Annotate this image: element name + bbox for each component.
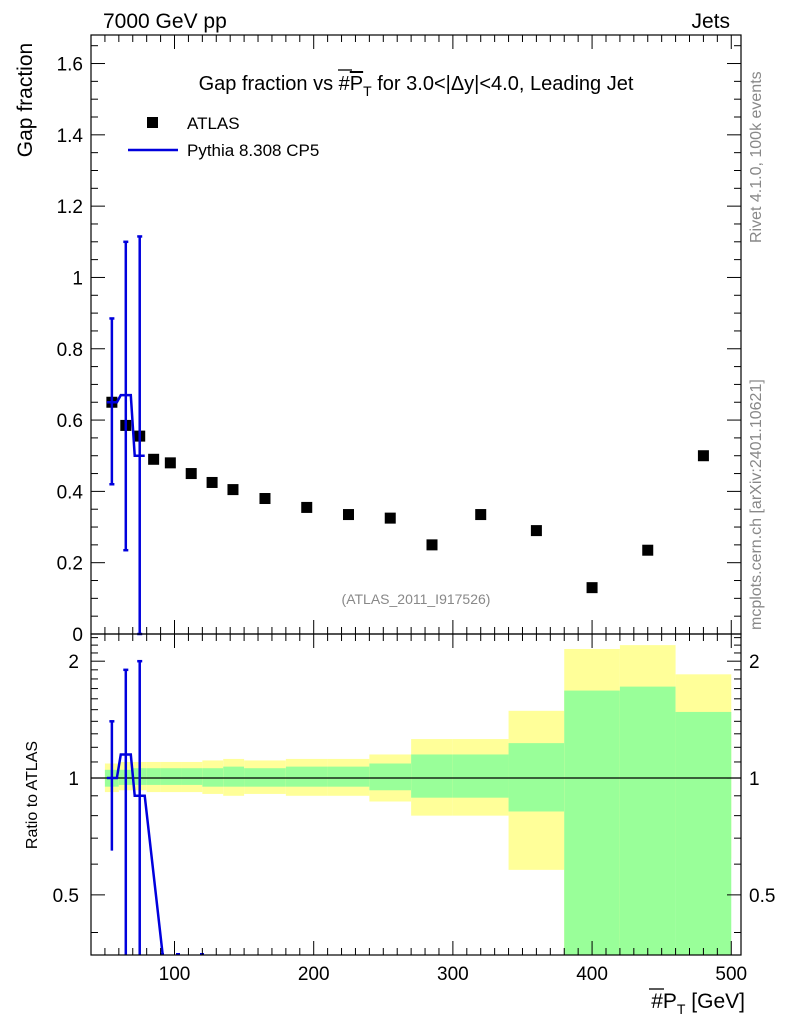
x-label-subscript: T: [677, 1001, 686, 1017]
ratio-panel: 0.5 0.5 1 1 2 2 100 200 300 400 500 Ratio to ATLAS #…: [24, 633, 775, 1017]
title-text: for 3.0<|Δy|<4.0, Leading Jet: [372, 73, 634, 95]
y-tick-label: 0: [72, 625, 83, 646]
header-energy-label: 7000 GeV pp: [103, 10, 227, 33]
legend-pythia-label: Pythia 8.308 CP5: [187, 141, 319, 160]
x-label-pt-symbol: P: [663, 990, 677, 1013]
atlas-data-point: [301, 501, 313, 513]
uncertainty-band-green: [181, 768, 203, 785]
atlas-data-point: [642, 544, 654, 556]
x-tick-label: 400: [576, 964, 608, 985]
ratio-y-tick-label: 2: [68, 652, 79, 673]
atlas-data-point: [384, 512, 396, 524]
atlas-data-point: [475, 509, 487, 521]
ratio-y-axis-label: Ratio to ATLAS: [24, 741, 41, 849]
main-panel: 0 0.2 0.4 0.6 0.8 1 1.2 1.4 1.6 Gap fraction Gap f…: [14, 34, 742, 646]
ratio-y-tick-label-right: 2: [749, 652, 760, 673]
y-tick-label: 1.6: [57, 55, 83, 76]
uncertainty-band-green: [160, 768, 182, 785]
uncertainty-band-green: [223, 766, 245, 787]
atlas-data-point: [227, 484, 239, 496]
title-pt-symbol: P: [350, 73, 363, 95]
legend-atlas-marker: [147, 117, 158, 128]
y-tick-label: 0.4: [57, 482, 84, 503]
uncertainty-band-green: [452, 754, 509, 798]
ratio-y-tick-label: 0.5: [53, 886, 79, 907]
atlas-data-point: [530, 525, 542, 537]
y-tick-label: 1: [72, 268, 83, 289]
y-axis-label: Gap fraction: [14, 43, 37, 157]
atlas-data-point: [259, 493, 271, 505]
y-tick-label: 1.2: [57, 197, 83, 218]
ratio-y-tick-label-right: 0.5: [749, 886, 775, 907]
uncertainty-band-green: [369, 763, 412, 791]
ratio-plot-frame: [90, 633, 742, 956]
uncertainty-band-green: [619, 686, 676, 955]
ratio-pythia-line: [106, 753, 164, 956]
atlas-data-point: [185, 468, 197, 480]
uncertainty-band-green: [675, 711, 732, 955]
y-tick-label: 1.4: [57, 126, 84, 147]
pythia-series-line: [106, 393, 145, 457]
atlas-data-point: [206, 476, 218, 488]
uncertainty-band-green: [564, 690, 620, 955]
atlas-data-point: [586, 582, 598, 594]
legend-atlas-label: ATLAS: [187, 114, 240, 133]
y-tick-label: 0.2: [57, 554, 83, 575]
uncertainty-band-green: [327, 766, 370, 787]
mcplots-source-label: mcplots.cern.ch [arXiv:2401.10621]: [748, 379, 765, 630]
x-label-text: [GeV]: [685, 990, 745, 1013]
x-axis-label: #PT [GeV]: [651, 990, 745, 1017]
atlas-data-point: [426, 539, 438, 551]
atlas-data-point: [148, 453, 160, 465]
title-subscript: T: [363, 83, 372, 99]
atlas-data-point: [697, 450, 709, 462]
y-tick-label: 0.8: [57, 340, 83, 361]
x-label-text: #: [651, 990, 663, 1013]
atlas-data-point: [342, 509, 354, 521]
y-tick-label: 0.6: [57, 411, 83, 432]
header-process-label: Jets: [691, 10, 730, 33]
ratio-y-tick-label: 1: [68, 769, 79, 790]
ratio-y-tick-label-right: 1: [749, 769, 760, 790]
x-tick-label: 200: [298, 964, 330, 985]
x-tick-label: 300: [437, 964, 469, 985]
title-text: Gap fraction vs #: [199, 73, 351, 95]
chart-title: Gap fraction vs #PT for 3.0<|Δy|<4.0, Le…: [199, 73, 634, 99]
x-tick-label: 100: [159, 964, 191, 985]
atlas-data-point: [164, 457, 176, 469]
x-tick-label: 500: [715, 964, 747, 985]
uncertainty-band-green: [411, 754, 453, 798]
rivet-version-label: Rivet 4.1.0, 100k events: [748, 71, 765, 243]
uncertainty-band-green: [285, 766, 328, 787]
uncertainty-band-green: [508, 743, 565, 812]
analysis-watermark: (ATLAS_2011_I917526): [342, 591, 491, 607]
uncertainty-band-green: [146, 768, 161, 785]
